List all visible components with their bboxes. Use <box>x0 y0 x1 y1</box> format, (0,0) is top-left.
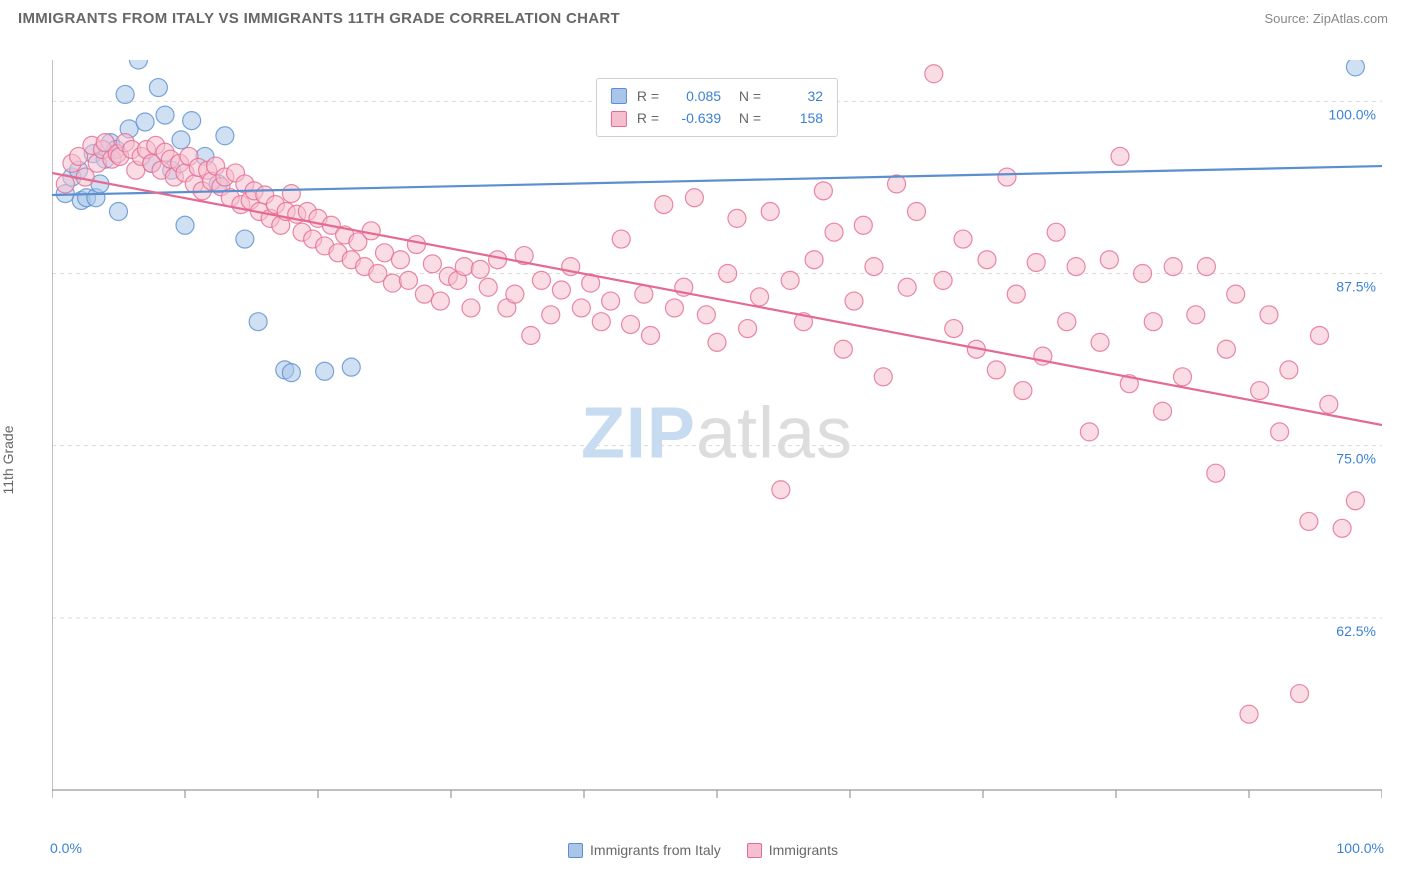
correlation-row: R =-0.639 N =158 <box>611 107 823 129</box>
bottom-legend: Immigrants from Italy Immigrants <box>0 842 1406 858</box>
svg-text:100.0%: 100.0% <box>1329 106 1376 122</box>
plot-area: 62.5%75.0%87.5%100.0% ZIPatlas R =0.085 … <box>52 60 1382 820</box>
chart-title: IMMIGRANTS FROM ITALY VS IMMIGRANTS 11TH… <box>18 10 620 27</box>
svg-text:62.5%: 62.5% <box>1336 623 1376 639</box>
y-axis-label: 11th Grade <box>0 425 16 494</box>
legend-item: Immigrants <box>747 842 838 858</box>
correlation-row: R =0.085 N =32 <box>611 85 823 107</box>
source-label: Source: ZipAtlas.com <box>1264 11 1388 26</box>
correlation-legend: R =0.085 N =32R =-0.639 N =158 <box>596 78 838 137</box>
chart-container: 11th Grade 62.5%75.0%87.5%100.0% ZIPatla… <box>0 42 1406 862</box>
svg-text:75.0%: 75.0% <box>1336 451 1376 467</box>
scatter-svg: 62.5% 75.0% 87.5% 100.0% <box>52 60 1382 820</box>
legend-item: Immigrants from Italy <box>568 842 721 858</box>
svg-text:87.5%: 87.5% <box>1336 278 1376 294</box>
